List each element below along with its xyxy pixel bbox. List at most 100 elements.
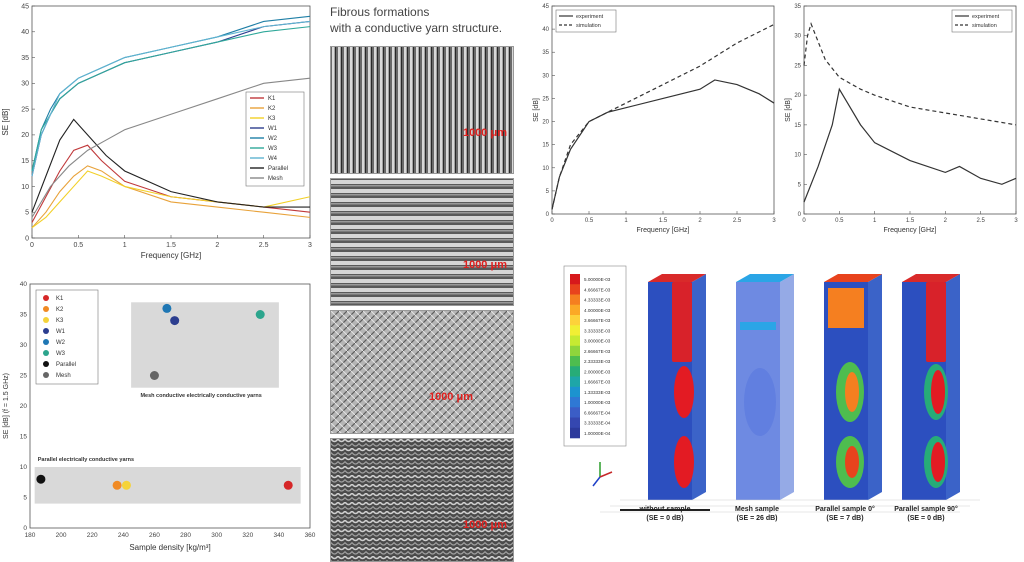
chart4-y-tick-label: 20 (794, 93, 801, 99)
micrograph-image-1 (331, 47, 513, 173)
colorbar-swatch (570, 304, 580, 316)
colorbar-value: 1.00000E-04 (584, 431, 611, 436)
micrograph-2: 1000 μm (330, 178, 514, 306)
chart3-x-tick-label: 2.5 (733, 218, 742, 224)
colorbar-value: 2.66667E-03 (584, 349, 611, 354)
floor-grid (600, 499, 980, 513)
chart1-legend-label: K2 (268, 106, 276, 112)
chart2-point-parallel (36, 474, 46, 484)
chart2-legend-label: W2 (56, 340, 66, 346)
chart4-legend-label: simulation (972, 23, 997, 29)
colorbar-swatch (570, 315, 580, 326)
chart2-y-tick-label: 30 (20, 342, 28, 349)
micrograph-1: 1000 μm (330, 46, 514, 174)
chart1-x-tick-label: 0.5 (73, 242, 83, 249)
chart4-x-tick-label: 0.5 (835, 218, 844, 224)
chart3-y-axis-label: SE [dB] (533, 98, 540, 122)
chart4-legend-label: experiment (972, 14, 1000, 20)
chart3-x-tick-label: 0.5 (585, 218, 594, 224)
chart1-series-mesh (31, 77, 311, 218)
chart3-y-tick-label: 5 (546, 189, 550, 195)
chart1-legend-label: W4 (268, 156, 278, 162)
colorbar-swatch (570, 284, 580, 295)
chart2-y-tick-label: 40 (20, 281, 28, 288)
scale-label-3: 1000 μm (428, 391, 473, 403)
colorbar-value: 1.33333E-03 (584, 390, 611, 395)
chart2-y-tick-label: 0 (23, 525, 27, 532)
colorbar-value: 3.33333E-04 (584, 421, 611, 426)
chart3-y-tick-label: 35 (542, 50, 549, 56)
chart1-x-tick-label: 1.5 (166, 242, 176, 249)
caption-parallel-90-line2: (SE = 0 dB) (907, 515, 945, 522)
scale-label-1: 1000 μm (462, 127, 507, 139)
chart2-legend-label: Parallel (56, 362, 76, 368)
chart4-y-tick-label: 5 (798, 182, 802, 188)
chart2-legend-swatch (43, 328, 49, 334)
micrograph-image-3 (331, 311, 513, 433)
chart3-x-tick-label: 1.5 (659, 218, 668, 224)
caption-without-line1: without sample (639, 506, 691, 513)
chart4-y-tick-label: 10 (794, 153, 801, 159)
chart2-point-k2 (112, 480, 122, 490)
chart3-y-tick-label: 10 (542, 166, 549, 172)
chart3-x-tick-label: 1 (624, 218, 628, 224)
chart3-x-tick-label: 2 (698, 218, 702, 224)
chart2-y-tick-label: 15 (20, 434, 28, 441)
chart4-y-tick-label: 35 (794, 4, 801, 10)
chart2-legend-swatch (43, 339, 49, 345)
chart1-legend-label: W2 (268, 136, 278, 142)
micrograph-image-4 (331, 439, 513, 561)
chart1-y-tick-label: 35 (21, 55, 29, 62)
chart3-x-axis-label: Frequency [GHz] (637, 227, 690, 234)
axis-triad-icon (592, 462, 613, 487)
chart3-series-experiment (551, 79, 775, 210)
chart1-series-parallel (31, 118, 310, 213)
chart2-point-w3 (255, 310, 265, 319)
sample-parallel-90 (902, 274, 960, 500)
sample-without (648, 274, 706, 500)
colorbar-swatch (570, 417, 580, 429)
colorbar-swatch (570, 366, 580, 377)
chart2-legend-label: W3 (56, 351, 66, 357)
chart1-legend-label: Parallel (268, 166, 288, 172)
caption-parallel-0: Parallel sample 0° (SE = 7 dB) (805, 505, 885, 523)
chart2-legend-swatch (43, 317, 49, 323)
colorbar-value: 2.33333E-03 (584, 359, 611, 364)
colorbar-value: 5.00000E-03 (584, 277, 611, 282)
chart2-point-w1 (170, 316, 180, 326)
chart2-legend-swatch (43, 350, 49, 356)
colorbar-value: 3.00000E-03 (584, 339, 611, 344)
parallel-annotation: Parallel electrically conductive yarns (38, 457, 134, 463)
chart3-x-tick-label: 3 (772, 218, 776, 224)
chart1-legend-label: K3 (268, 116, 276, 122)
colorbar-swatch (570, 397, 580, 408)
chart2-legend-label: K1 (56, 296, 64, 302)
chart1-x-tick-label: 3 (308, 242, 312, 249)
chart2-legend-swatch (43, 372, 49, 378)
chart4-x-tick-label: 3 (1014, 218, 1018, 224)
chart2-x-tick-label: 180 (25, 532, 36, 539)
parallel-region (34, 467, 301, 504)
chart2-x-tick-label: 300 (211, 532, 222, 539)
chart1-legend-label: K1 (268, 96, 276, 102)
chart4-y-tick-label: 25 (794, 63, 801, 69)
colorbar-swatch (570, 325, 580, 336)
chart1-x-tick-label: 1 (123, 242, 127, 249)
chart2-x-tick-label: 220 (87, 532, 98, 539)
heading-line-1: Fibrous formations (330, 5, 430, 19)
chart2-x-tick-label: 280 (180, 532, 191, 539)
chart1-series-k2 (31, 165, 311, 229)
chart3-y-tick-label: 20 (542, 120, 549, 126)
heading-line-2: with a conductive yarn structure. (330, 21, 503, 35)
chart1-y-tick-label: 0 (25, 235, 29, 242)
colorbar-value: 1.00000E-03 (584, 400, 611, 405)
chart1-legend-label: Mesh (268, 176, 283, 182)
micrograph-heading: Fibrous formations with a conductive yar… (330, 4, 530, 36)
colorbar-swatch (570, 345, 580, 357)
colorbar-swatch (570, 386, 580, 398)
colorbar-swatch (570, 427, 580, 439)
chart4-x-tick-label: 1.5 (906, 218, 915, 224)
chart1-y-tick-label: 30 (21, 81, 29, 88)
chart4-x-tick-label: 1 (873, 218, 877, 224)
chart1-x-tick-label: 2 (215, 242, 219, 249)
